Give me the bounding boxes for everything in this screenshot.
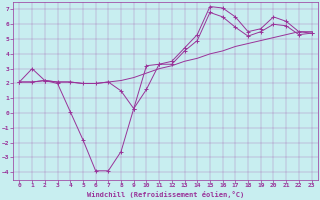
X-axis label: Windchill (Refroidissement éolien,°C): Windchill (Refroidissement éolien,°C) xyxy=(87,191,244,198)
